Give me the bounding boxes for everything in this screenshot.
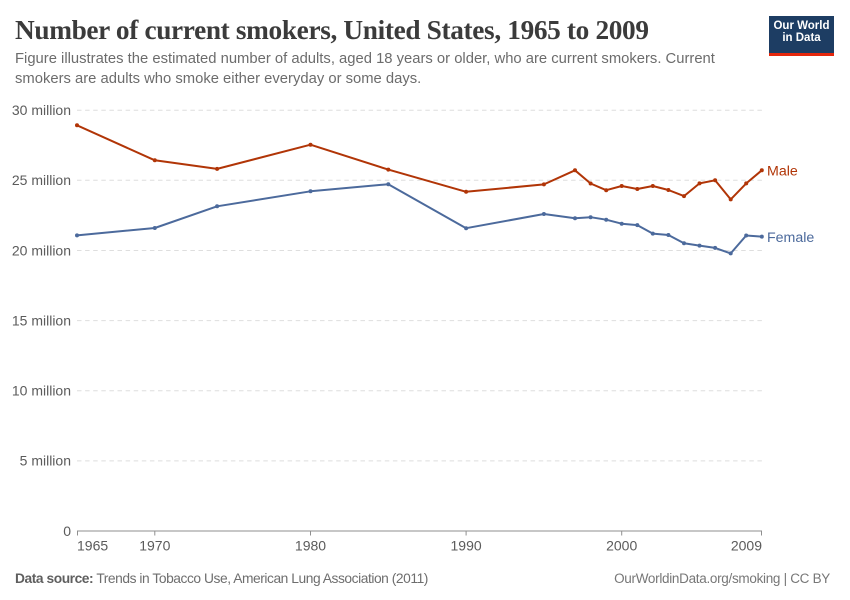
svg-text:1990: 1990: [451, 538, 482, 554]
svg-text:30 million: 30 million: [12, 102, 71, 118]
svg-text:1970: 1970: [139, 538, 170, 554]
svg-text:5 million: 5 million: [20, 453, 71, 469]
svg-text:20 million: 20 million: [12, 242, 71, 258]
svg-text:2000: 2000: [606, 538, 637, 554]
svg-text:15 million: 15 million: [12, 312, 71, 328]
svg-text:0: 0: [63, 523, 71, 539]
svg-text:10 million: 10 million: [12, 383, 71, 399]
svg-text:Female: Female: [767, 230, 814, 246]
svg-text:25 million: 25 million: [12, 172, 71, 188]
svg-text:1965: 1965: [77, 538, 108, 554]
svg-text:1980: 1980: [295, 538, 326, 554]
svg-text:2009: 2009: [731, 538, 762, 554]
svg-text:Male: Male: [767, 164, 798, 180]
